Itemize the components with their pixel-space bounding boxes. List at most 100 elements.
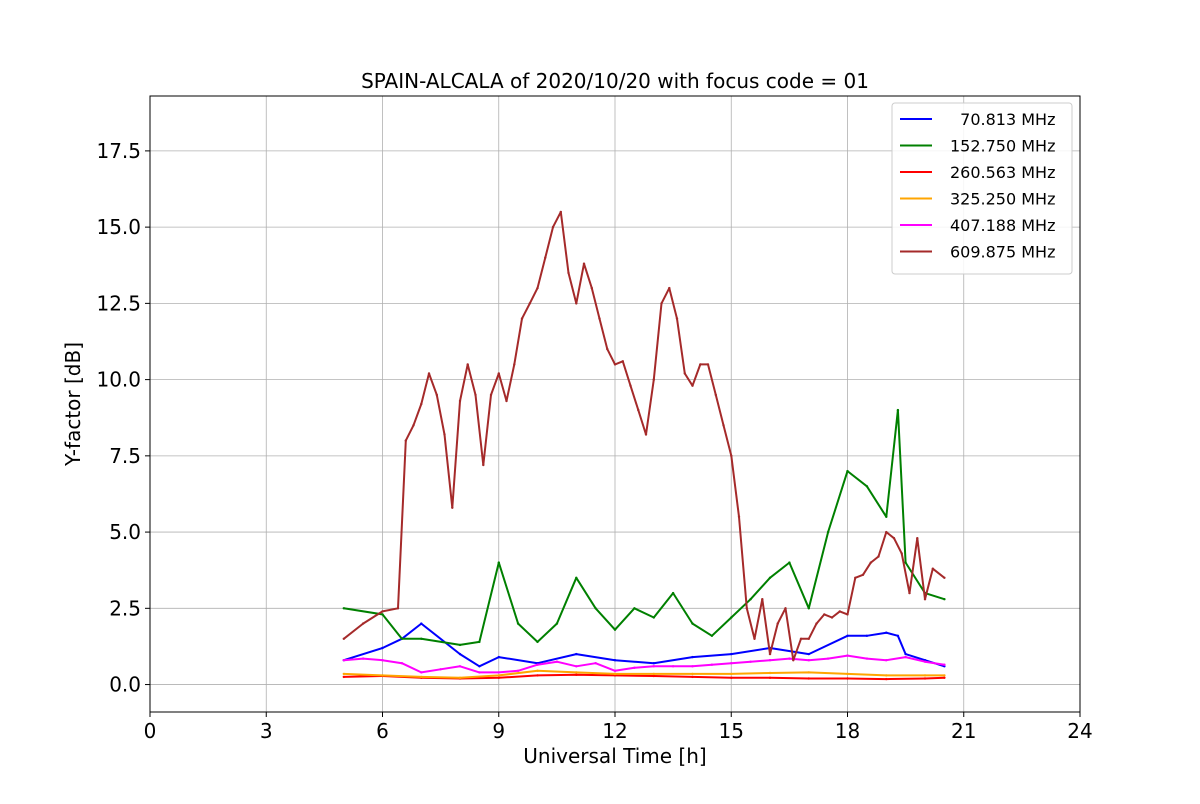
data-point [807, 652, 810, 656]
data-point [861, 573, 865, 576]
y-tick-label: 10.0 [96, 368, 141, 392]
data-point [613, 659, 617, 662]
data-point [768, 576, 772, 579]
data-point [644, 433, 648, 436]
data-point [652, 616, 655, 619]
data-point [528, 302, 531, 305]
data-point [691, 622, 694, 625]
data-point [458, 643, 462, 647]
data-point [652, 672, 655, 676]
data-point [768, 676, 772, 679]
data-point [830, 616, 834, 619]
data-point [730, 672, 733, 676]
data-point [536, 674, 539, 677]
data-point [896, 408, 900, 412]
data-point [606, 347, 609, 351]
x-tick-label: 6 [376, 719, 389, 743]
data-point [497, 674, 500, 677]
data-point [551, 225, 555, 229]
data-point [826, 657, 830, 660]
data-point [594, 662, 597, 665]
data-point [575, 302, 578, 305]
data-point [536, 663, 539, 666]
data-point [544, 256, 547, 259]
tick-layer: 0 3 6 9 12 15 18 21 24 0.0 2.5 5.0 7.5 10.0 12.5 15.0 17… [96, 139, 1092, 743]
data-point [652, 378, 655, 381]
data-point [943, 576, 946, 579]
data-point [342, 637, 345, 640]
data-point [908, 591, 911, 595]
data-point [396, 607, 400, 610]
data-point [536, 640, 539, 644]
data-point [555, 622, 559, 625]
data-point [516, 669, 520, 672]
data-point [799, 637, 803, 640]
data-point [923, 677, 927, 680]
data-point [815, 622, 818, 625]
x-tick-label: 15 [719, 719, 744, 743]
y-tick-label: 2.5 [109, 596, 141, 620]
data-point [885, 659, 888, 662]
data-point [590, 286, 593, 290]
data-point [629, 384, 632, 387]
data-point [458, 676, 462, 679]
data-point [826, 530, 830, 534]
data-point [699, 363, 702, 366]
data-point [361, 622, 365, 625]
data-point [730, 616, 733, 619]
data-point [381, 674, 384, 677]
data-point [900, 552, 903, 555]
data-point [745, 607, 748, 610]
data-point [478, 671, 481, 674]
x-tick-label: 12 [602, 719, 627, 743]
data-point [904, 561, 907, 564]
series-layer [342, 210, 946, 681]
data-point [497, 655, 500, 659]
data-point [892, 537, 896, 540]
x-tick-label: 21 [951, 719, 976, 743]
data-point [621, 360, 624, 363]
data-point [427, 372, 431, 375]
data-point [420, 622, 423, 625]
data-point [555, 660, 559, 663]
data-point [404, 439, 407, 442]
data-point [613, 363, 617, 366]
data-point [807, 607, 810, 610]
data-point [749, 598, 752, 601]
data-point [865, 634, 869, 637]
data-point [916, 537, 919, 540]
data-point [885, 530, 888, 534]
data-point [575, 665, 578, 668]
data-point [420, 671, 423, 674]
data-point [722, 424, 725, 427]
x-tick-label: 3 [260, 719, 273, 743]
data-point [497, 561, 500, 564]
data-point [671, 665, 675, 668]
data-point [478, 640, 481, 644]
data-point [885, 677, 888, 681]
data-point [885, 674, 888, 677]
data-point [877, 555, 880, 558]
data-point [381, 659, 384, 662]
data-point [567, 271, 570, 275]
data-point [904, 652, 907, 656]
data-point [497, 372, 500, 375]
data-point [594, 607, 597, 610]
series-line-4 [343, 654, 945, 674]
data-point [923, 598, 927, 601]
data-point [792, 659, 795, 662]
data-point [943, 598, 946, 601]
data-point [768, 671, 772, 675]
data-point [784, 607, 787, 610]
data-point [904, 655, 907, 659]
data-point [885, 631, 888, 634]
data-point [854, 576, 857, 579]
data-point [691, 655, 694, 659]
data-point [660, 302, 663, 305]
data-point [931, 567, 934, 570]
data-point [675, 317, 679, 320]
data-point [846, 677, 849, 680]
data-point [420, 675, 423, 679]
